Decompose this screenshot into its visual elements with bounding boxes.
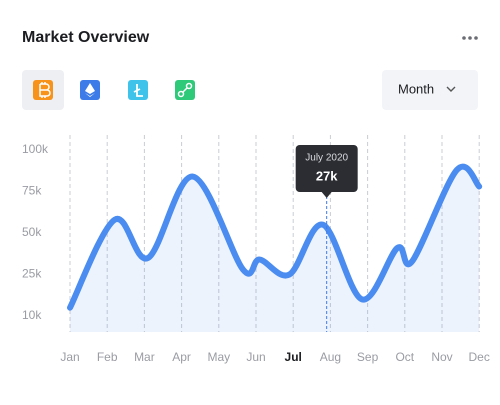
x-tick-label: Mar [134, 350, 155, 364]
x-tick-label: May [207, 350, 230, 364]
y-tick-label: 10k [22, 308, 42, 322]
y-tick-label: 75k [22, 184, 42, 198]
x-tick-label: Dec [469, 350, 490, 364]
dropdown-label: Month [398, 81, 434, 96]
x-tick-label: Sep [357, 350, 379, 364]
tooltip-title: July 2020 [305, 153, 348, 164]
tooltip-box [295, 145, 358, 192]
x-tick-label: Apr [172, 350, 191, 364]
x-tick-label: Aug [320, 350, 341, 364]
tooltip-pointer [321, 192, 332, 198]
coin-litecoin[interactable] [128, 80, 148, 100]
y-tick-label: 50k [22, 225, 42, 239]
tooltip-value: 27k [316, 168, 338, 183]
coin-other[interactable] [175, 80, 195, 100]
y-tick-label: 25k [22, 267, 42, 281]
tooltip: July 2020 27k [295, 145, 358, 198]
coin-bitcoin[interactable] [22, 70, 64, 110]
x-tick-label: Oct [395, 350, 414, 364]
line [67, 163, 483, 311]
x-tick-label: Feb [97, 350, 118, 364]
coin-ethereum[interactable] [80, 80, 100, 100]
x-tick-label: Nov [431, 350, 452, 364]
y-tick-label: 100k [22, 142, 49, 156]
period-dropdown[interactable]: Month [382, 70, 478, 110]
more-menu[interactable] [462, 36, 478, 40]
x-tick-label: Jan [60, 350, 79, 364]
x-tick-label: Jun [246, 350, 265, 364]
x-tick-label: Jul [285, 350, 302, 364]
card-title: Market Overview [22, 29, 150, 46]
